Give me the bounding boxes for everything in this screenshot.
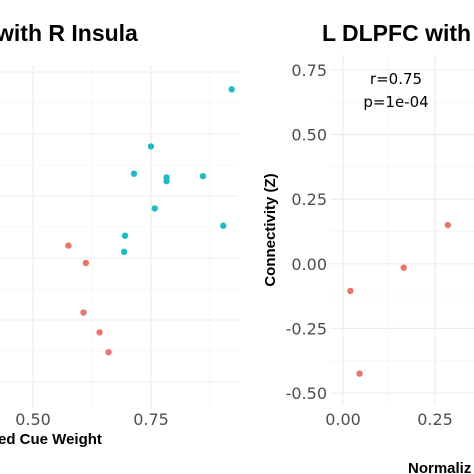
right-x-ticks: 0.00 0.25 [325,410,453,429]
left-panel-title: with R Insula [0,20,138,46]
left-x-tick-label: 0.75 [133,410,169,429]
left-panel: 0.50 0.75 with R Insula ed Cue Weight [0,20,238,448]
right-y-tick-label: 0.00 [291,255,327,274]
right-data-point [444,221,452,229]
right-y-tick-label: -0.50 [286,384,327,403]
right-gridlines [330,55,474,406]
correlation-r-label: r=0.75 [370,70,422,88]
left-data-point [151,205,158,212]
right-x-tick-label: 0.25 [417,410,453,429]
right-y-tick-label: 0.25 [291,190,327,209]
right-data-point [400,264,407,271]
left-data-point [121,232,129,239]
left-data-point [80,309,87,316]
left-points [65,86,235,356]
left-x-tick-label: 0.50 [15,410,51,429]
right-y-axis-label: Connectivity (Z) [262,173,279,286]
left-data-point [163,174,170,181]
left-data-point [105,349,112,356]
right-panel: -0.50 -0.25 0.00 0.25 0.50 0.75 0.00 0.25 L DL… [262,20,474,474]
right-panel-title: L DLPFC with [322,20,471,46]
right-y-tick-label: 0.50 [291,126,327,145]
right-data-point [347,287,354,295]
left-data-point [130,170,138,177]
right-x-axis-label: Normaliz [408,460,471,474]
left-data-point [96,329,103,336]
left-gridlines [0,66,238,408]
left-data-point [65,242,72,249]
left-data-point [147,143,155,150]
right-data-point [356,370,363,377]
right-y-ticks: -0.50 -0.25 0.00 0.25 0.50 0.75 [286,61,327,403]
left-x-axis-label: ed Cue Weight [0,431,102,448]
right-y-tick-label: -0.25 [286,319,327,338]
correlation-p-label: p=1e-04 [363,93,428,111]
right-points [347,221,452,377]
left-data-point [199,172,207,180]
right-y-tick-label: 0.75 [291,61,327,80]
left-data-point [120,248,128,255]
left-data-point [220,222,227,229]
left-data-point [82,259,90,267]
left-x-ticks: 0.50 0.75 [15,410,169,429]
left-data-point [228,86,235,93]
right-x-tick-label: 0.00 [325,410,361,429]
